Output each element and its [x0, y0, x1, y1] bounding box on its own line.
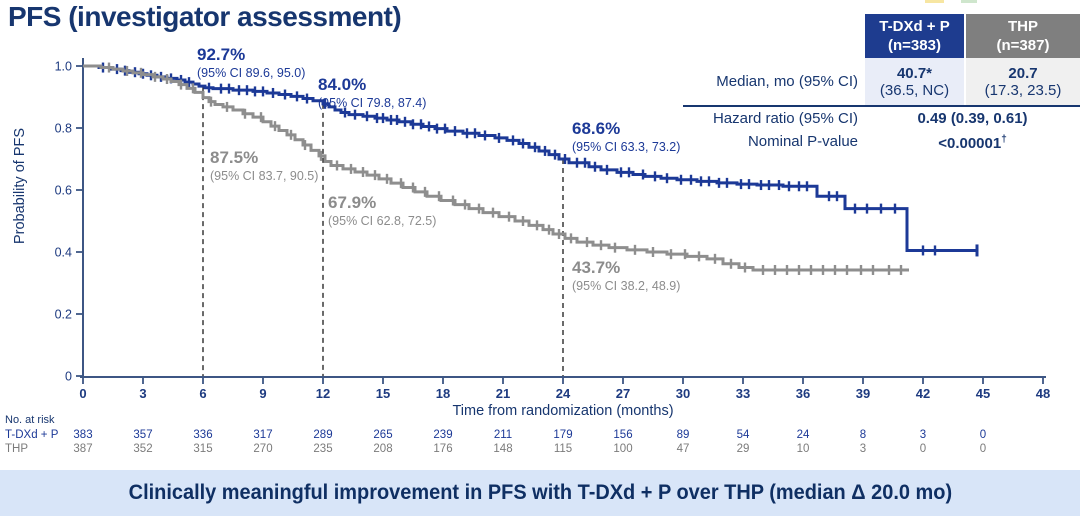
decoration-green-sliver: [961, 0, 977, 3]
x-tick-label-6: 6: [199, 386, 206, 401]
x-tick-label-48: 48: [1036, 386, 1050, 401]
y-tick-label-0.2: 0.2: [55, 308, 72, 322]
x-axis-title: Time from randomization (months): [452, 403, 673, 419]
x-tick-label-42: 42: [916, 386, 930, 401]
median-tdxd-ci: (36.5, NC): [879, 81, 950, 99]
conclusion-banner-text: Clinically meaningful improvement in PFS…: [128, 481, 952, 504]
median-value-thp: 20.7 (17.3, 23.5): [966, 58, 1080, 105]
median-thp-ci: (17.3, 23.5): [984, 81, 1062, 99]
y-tick-label-0.4: 0.4: [55, 246, 72, 260]
results-table: T-DXd + P (n=383) THP (n=387) Median, mo…: [683, 14, 1080, 153]
pvalue-row-label: Nominal P-value: [747, 132, 858, 150]
x-tick-label-18: 18: [436, 386, 450, 401]
median-thp-value: 20.7: [1008, 64, 1038, 82]
x-tick-label-21: 21: [496, 386, 510, 401]
tdxd-arm-name: T-DXd + P: [879, 18, 950, 35]
y-tick-label-1.0: 1.0: [55, 60, 72, 74]
km-curve-tdxd-p: [83, 64, 977, 252]
median-value-tdxd: 40.7* (36.5, NC): [865, 58, 966, 105]
x-tick-label-15: 15: [376, 386, 390, 401]
x-tick-label-27: 27: [616, 386, 630, 401]
results-table-corner: [683, 14, 865, 58]
y-tick-label-0.8: 0.8: [55, 122, 72, 136]
conclusion-banner: Clinically meaningful improvement in PFS…: [0, 470, 1080, 516]
x-tick-label-33: 33: [736, 386, 750, 401]
x-tick-label-36: 36: [796, 386, 810, 401]
page-title: PFS (investigator assessment): [8, 1, 402, 32]
results-column-header-tdxd: T-DXd + P (n=383): [865, 14, 966, 58]
x-tick-label-9: 9: [259, 386, 266, 401]
pvalue-dagger: †: [1001, 133, 1007, 145]
km-plot: 0 3 6 9 12 15 18 21 24 27 30 33 36 39 42 45 4800.20.40.6…: [12, 58, 1050, 419]
thp-arm-name: THP: [1008, 18, 1038, 35]
hazard-row-label: Hazard ratio (95% CI): [683, 105, 865, 129]
results-column-header-thp: THP (n=387): [966, 14, 1080, 58]
thp-arm-n: (n=387): [996, 37, 1050, 54]
decoration-yellow-sliver: [925, 0, 944, 3]
x-tick-label-0: 0: [79, 386, 86, 401]
tdxd-arm-n: (n=383): [888, 37, 941, 54]
pvalue-text: <0.00001†: [938, 133, 1007, 152]
y-axis-title: Probability of PFS: [12, 128, 28, 244]
x-tick-label-45: 45: [976, 386, 990, 401]
x-tick-label-24: 24: [556, 386, 571, 401]
hazard-ratio-value: 0.49 (0.39, 0.61): [865, 105, 1080, 129]
y-tick-label-0: 0: [65, 370, 72, 384]
y-tick-label-0.6: 0.6: [55, 184, 72, 198]
x-tick-label-30: 30: [676, 386, 690, 401]
x-tick-label-12: 12: [316, 386, 330, 401]
pvalue-value: <0.00001†: [865, 129, 1080, 153]
x-tick-label-3: 3: [139, 386, 146, 401]
km-curve-thp: [83, 64, 909, 272]
median-row-label: Median, mo (95% CI): [716, 73, 858, 90]
x-tick-label-39: 39: [856, 386, 870, 401]
median-tdxd-value: 40.7*: [896, 64, 933, 82]
